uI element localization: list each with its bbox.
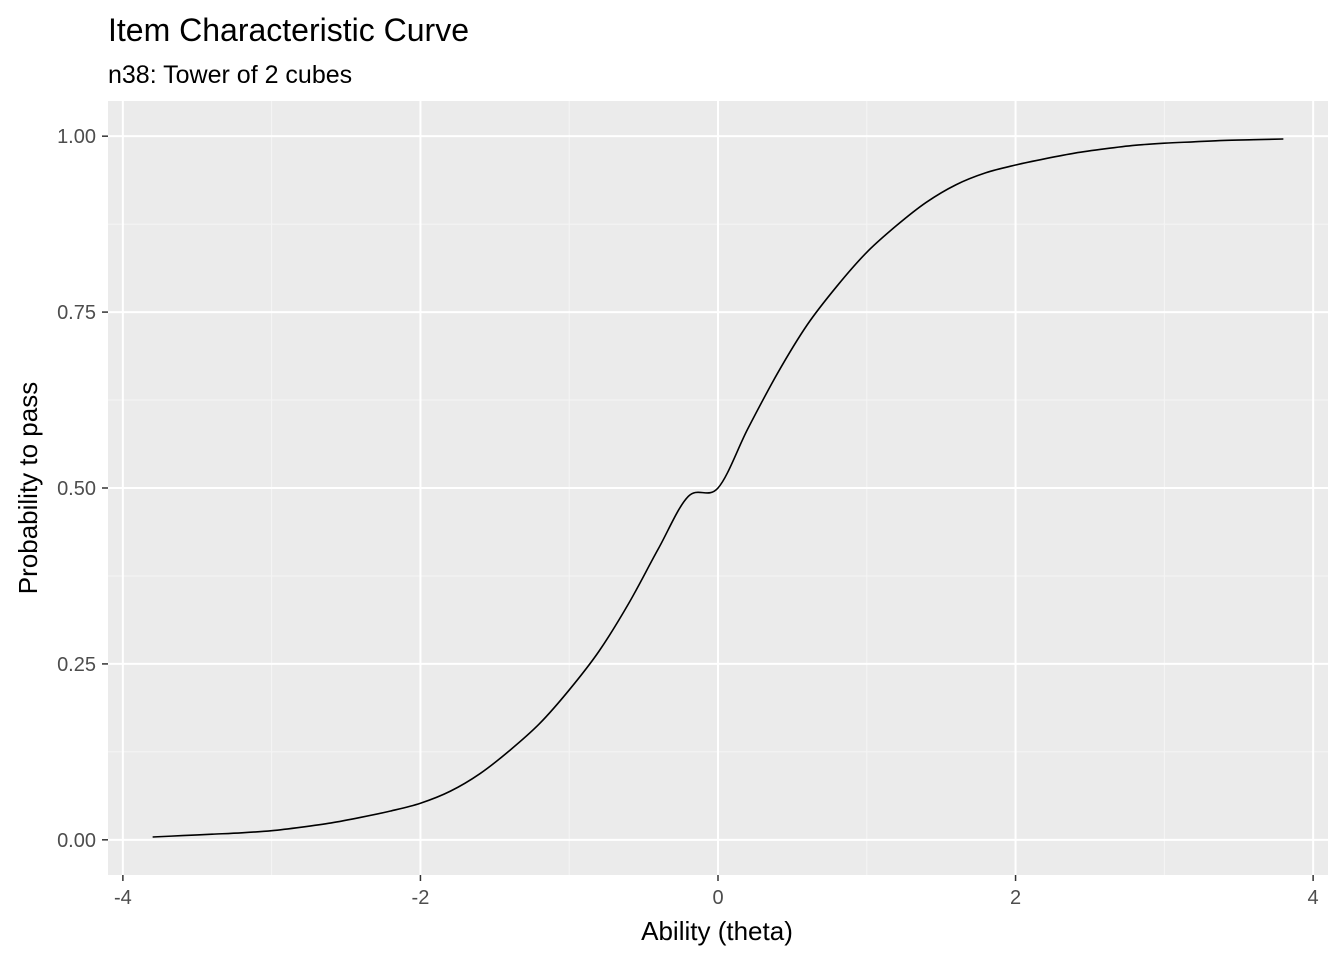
x-tick-label: 2 (1010, 887, 1021, 909)
x-tick-label: -2 (412, 887, 430, 909)
icc-curve-line (152, 138, 1284, 838)
x-axis: -4 -2 0 2 4 (114, 875, 1319, 909)
chart-title: Item Characteristic Curve (108, 12, 469, 48)
x-tick-label: 0 (712, 887, 723, 909)
y-axis: 0.00 0.25 0.50 0.75 1.00 (57, 126, 108, 852)
y-tick-label: 0.25 (57, 654, 96, 676)
x-axis-title: Ability (theta) (641, 916, 793, 946)
y-tick-label: 0.00 (57, 830, 96, 852)
x-tick-label: 4 (1308, 887, 1319, 909)
y-axis-title: Probability to pass (13, 382, 43, 594)
x-tick-label: -4 (114, 887, 132, 909)
y-tick-label: 1.00 (57, 126, 96, 148)
y-tick-label: 0.50 (57, 478, 96, 500)
chart-subtitle: n38: Tower of 2 cubes (108, 61, 352, 89)
y-tick-label: 0.75 (57, 302, 96, 324)
